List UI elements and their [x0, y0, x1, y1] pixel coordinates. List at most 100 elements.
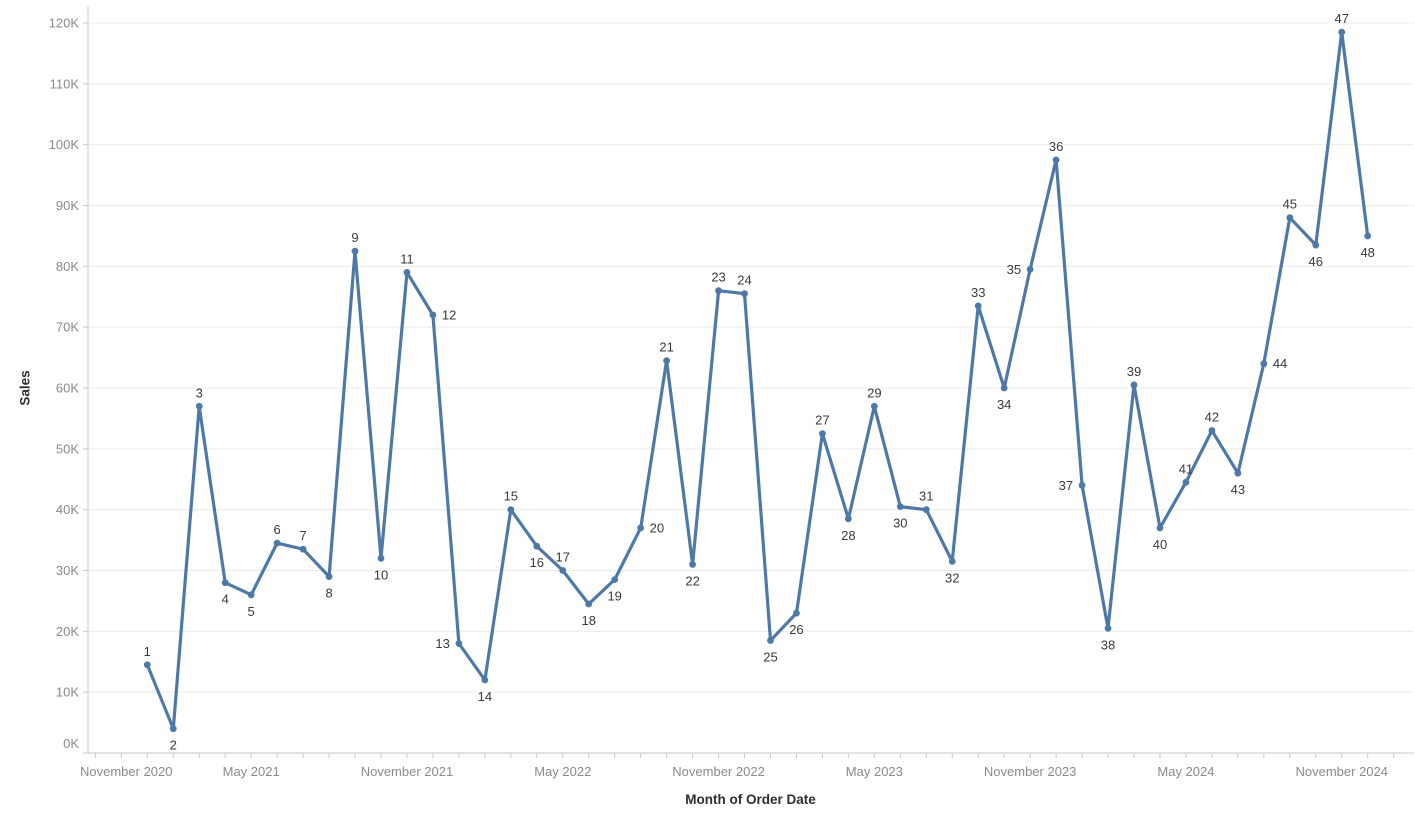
data-point-marker-32[interactable] [948, 557, 956, 565]
data-point-marker-17[interactable] [559, 567, 567, 574]
data-point-marker-29[interactable] [870, 402, 878, 410]
data-point-marker-38[interactable] [1104, 624, 1112, 632]
data-point-label-2: 2 [170, 738, 177, 753]
data-point-marker-36[interactable] [1052, 156, 1060, 164]
data-point-label-27: 27 [815, 413, 829, 428]
data-point-label-33: 33 [971, 285, 985, 300]
data-point-label-8: 8 [325, 586, 332, 601]
data-point-marker-20[interactable] [637, 524, 645, 532]
data-point-label-11: 11 [400, 251, 414, 266]
data-point-marker-11[interactable] [403, 269, 411, 276]
data-point-marker-35[interactable] [1026, 265, 1034, 273]
y-tick-label: 0K [63, 736, 79, 751]
data-point-marker-21[interactable] [663, 357, 671, 365]
data-point-label-18: 18 [581, 613, 595, 628]
data-point-label-7: 7 [299, 528, 306, 543]
data-point-label-45: 45 [1283, 197, 1297, 212]
data-point-label-36: 36 [1049, 139, 1063, 154]
data-point-marker-45[interactable] [1286, 214, 1294, 222]
data-point-marker-41[interactable] [1182, 478, 1190, 486]
data-point-marker-39[interactable] [1130, 381, 1138, 389]
data-point-marker-4[interactable] [221, 579, 229, 587]
y-axis-title: Sales [17, 370, 33, 406]
data-point-label-3: 3 [196, 385, 203, 400]
data-point-label-25: 25 [763, 649, 777, 664]
data-point-marker-22[interactable] [689, 561, 696, 568]
data-point-label-37: 37 [1059, 478, 1073, 493]
data-point-marker-2[interactable] [169, 725, 177, 733]
data-point-marker-28[interactable] [844, 515, 852, 523]
data-point-marker-15[interactable] [507, 506, 515, 514]
x-tick-label: November 2020 [80, 764, 173, 779]
data-point-label-26: 26 [789, 622, 803, 637]
data-point-label-35: 35 [1007, 262, 1021, 277]
data-point-marker-47[interactable] [1338, 28, 1346, 36]
data-point-marker-8[interactable] [325, 573, 333, 580]
data-point-marker-31[interactable] [922, 506, 930, 514]
data-point-label-38: 38 [1101, 637, 1115, 652]
x-tick-label: November 2021 [361, 764, 454, 779]
x-tick-label: November 2023 [984, 764, 1077, 779]
y-tick-label: 100K [49, 137, 80, 152]
data-point-label-17: 17 [556, 550, 570, 565]
data-point-label-44: 44 [1273, 356, 1287, 371]
data-point-label-14: 14 [478, 689, 492, 704]
data-point-label-20: 20 [650, 520, 664, 535]
data-point-marker-10[interactable] [377, 554, 385, 562]
data-point-marker-14[interactable] [481, 676, 489, 684]
data-point-marker-13[interactable] [455, 640, 463, 647]
data-point-marker-1[interactable] [143, 661, 151, 669]
data-point-marker-18[interactable] [585, 600, 593, 608]
data-point-label-5: 5 [248, 604, 255, 619]
data-point-marker-44[interactable] [1260, 360, 1268, 368]
data-point-label-29: 29 [867, 385, 881, 400]
data-point-marker-42[interactable] [1208, 427, 1216, 434]
data-point-marker-26[interactable] [793, 609, 800, 617]
y-tick-label: 20K [56, 624, 79, 639]
data-point-label-19: 19 [607, 589, 621, 604]
data-point-label-21: 21 [659, 340, 673, 355]
data-point-marker-12[interactable] [429, 311, 437, 319]
data-point-label-41: 41 [1179, 461, 1193, 476]
data-point-label-28: 28 [841, 528, 855, 543]
y-tick-label: 120K [49, 16, 80, 31]
data-point-marker-30[interactable] [896, 503, 904, 511]
data-point-label-9: 9 [351, 230, 358, 245]
sales-line-series[interactable] [145, 30, 1370, 731]
data-point-marker-9[interactable] [351, 247, 359, 255]
data-point-marker-46[interactable] [1312, 241, 1320, 249]
data-point-marker-43[interactable] [1234, 469, 1242, 477]
data-point-marker-27[interactable] [819, 430, 826, 438]
x-tick-label: November 2024 [1295, 764, 1388, 779]
data-point-marker-33[interactable] [974, 302, 982, 310]
data-point-marker-5[interactable] [247, 591, 255, 599]
data-point-marker-25[interactable] [767, 637, 774, 644]
data-point-marker-40[interactable] [1156, 524, 1164, 532]
data-point-marker-16[interactable] [533, 542, 541, 550]
data-point-marker-7[interactable] [299, 545, 307, 553]
data-point-label-13: 13 [435, 636, 449, 651]
data-point-marker-34[interactable] [1000, 384, 1008, 392]
data-point-label-46: 46 [1309, 254, 1323, 269]
data-point-label-6: 6 [274, 522, 281, 537]
data-point-label-32: 32 [945, 570, 959, 585]
data-point-marker-3[interactable] [195, 402, 203, 410]
data-point-marker-48[interactable] [1364, 232, 1372, 240]
data-point-marker-23[interactable] [715, 287, 722, 295]
data-point-marker-24[interactable] [741, 290, 748, 298]
x-tick-label: May 2024 [1157, 764, 1214, 779]
data-point-label-22: 22 [685, 573, 699, 588]
data-point-marker-19[interactable] [611, 576, 619, 584]
y-tick-label: 60K [56, 381, 79, 396]
data-point-label-23: 23 [711, 270, 725, 285]
data-point-label-4: 4 [222, 592, 229, 607]
data-point-label-40: 40 [1153, 537, 1167, 552]
x-tick-label: May 2023 [846, 764, 903, 779]
data-point-marker-37[interactable] [1078, 481, 1086, 489]
data-point-label-30: 30 [893, 516, 907, 531]
data-point-label-24: 24 [737, 273, 751, 288]
data-point-marker-6[interactable] [273, 539, 281, 547]
y-tick-label: 70K [56, 320, 79, 335]
x-tick-label: November 2022 [672, 764, 765, 779]
